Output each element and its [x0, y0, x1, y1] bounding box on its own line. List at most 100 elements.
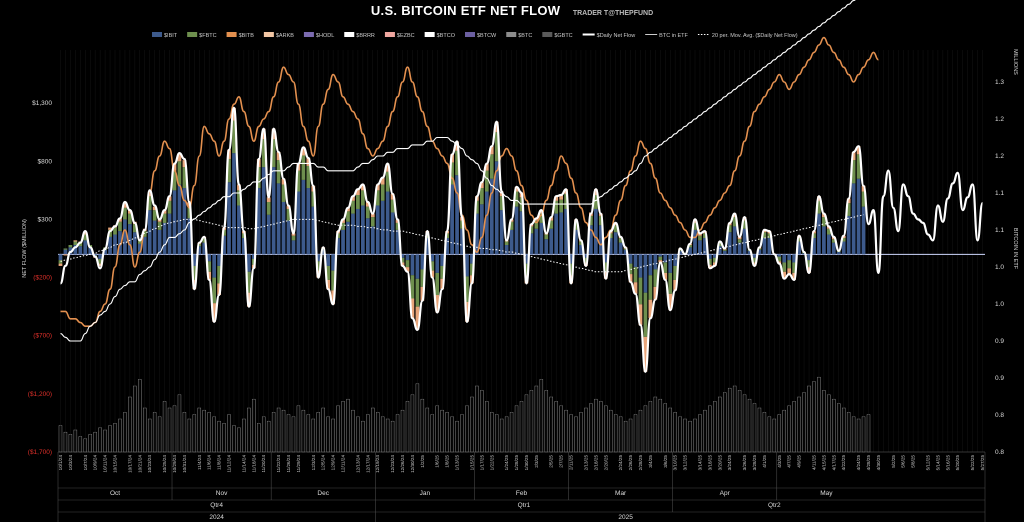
- other-etf-bar: [182, 160, 187, 168]
- other-etf-bar: [846, 198, 851, 204]
- ibit-bar: [207, 254, 212, 262]
- ibit-bar: [405, 254, 410, 261]
- x-tick-label: 12/9/24: [331, 455, 336, 471]
- ibit-bar: [514, 206, 519, 255]
- x-tick-label: 1/15/25: [469, 455, 474, 471]
- ibit-bar: [242, 238, 246, 255]
- fbtc-bar: [321, 248, 326, 250]
- ibit-bar: [851, 183, 856, 255]
- x-tick-label: 1/6/25: [435, 455, 440, 468]
- fbtc-bar: [415, 278, 420, 307]
- x-tick-label: 12/30/24: [410, 455, 415, 473]
- other-etf-bar: [663, 272, 668, 280]
- fbtc-bar: [703, 233, 707, 239]
- ibit-bar: [346, 221, 350, 255]
- fbtc-bar: [618, 238, 623, 243]
- fbtc-bar: [613, 225, 618, 233]
- legend--gbtc-swatch: [542, 32, 553, 37]
- other-etf-bar: [390, 193, 395, 200]
- legend--btc-swatch: [506, 32, 517, 37]
- ibit-bar: [703, 238, 707, 255]
- ibit-bar: [197, 246, 202, 255]
- fbtc-bar: [430, 261, 435, 271]
- other-etf-bar: [658, 260, 663, 263]
- ibit-bar: [237, 205, 241, 255]
- ibit-bar: [499, 210, 504, 255]
- x-tick-label: 3/26/25: [742, 455, 747, 471]
- fbtc-bar: [68, 245, 73, 248]
- ibit-bar: [152, 220, 157, 255]
- other-etf-bar: [494, 121, 499, 133]
- fbtc-bar: [162, 213, 167, 223]
- ibit-bar: [251, 254, 256, 259]
- x-tick-label: 10/1/24: [58, 455, 63, 471]
- ibit-bar: [812, 238, 816, 255]
- legend--btco-label: $BTCO: [437, 33, 456, 39]
- other-etf-bar: [420, 286, 425, 301]
- ibit-bar: [822, 226, 826, 255]
- ibit-bar: [162, 222, 167, 255]
- other-etf-bar: [232, 107, 236, 121]
- ibit-bar: [678, 250, 682, 255]
- other-etf-bar: [603, 271, 608, 279]
- other-etf-bar: [489, 146, 494, 155]
- fbtc-bar: [534, 220, 539, 229]
- fbtc-bar: [242, 233, 246, 239]
- legend--arkb-label: $ARKB: [276, 33, 294, 39]
- other-etf-bar: [693, 219, 697, 223]
- ibit-bar: [698, 240, 702, 255]
- x-tick-label: 5/20/25: [955, 455, 960, 471]
- fbtc-bar: [207, 261, 212, 272]
- other-etf-bar: [331, 290, 335, 305]
- ibit-bar: [351, 213, 355, 255]
- ibit-bar: [579, 245, 583, 255]
- x-tick-label: 4/24/25: [856, 455, 861, 471]
- fbtc-bar: [737, 239, 742, 243]
- fbtc-bar: [167, 200, 172, 214]
- other-etf-bar: [430, 270, 435, 278]
- fbtc-bar: [494, 132, 499, 162]
- x-tick-label: 3/14/25: [697, 455, 702, 471]
- y2-tick-label: 1.1: [995, 227, 1004, 234]
- fbtc-bar: [445, 233, 450, 239]
- ibit-bar: [132, 232, 137, 255]
- other-etf-bar: [598, 213, 603, 216]
- other-etf-bar: [509, 219, 514, 222]
- other-etf-bar: [742, 217, 747, 221]
- fbtc-bar: [83, 234, 88, 241]
- fbtc-bar: [123, 207, 127, 220]
- fbtc-bar: [727, 225, 732, 233]
- other-etf-bar: [177, 153, 182, 162]
- x-tick-label: 4/1/25: [762, 455, 767, 468]
- fbtc-bar: [831, 239, 836, 243]
- fbtc-bar: [306, 165, 311, 189]
- ibit-bar: [653, 254, 658, 270]
- ibit-bar: [767, 238, 772, 255]
- other-etf-bar: [752, 262, 757, 266]
- x-tick-label: 4/30/25: [876, 455, 881, 471]
- x-tick-label: 11/18/24: [251, 455, 256, 473]
- fbtc-bar: [281, 184, 286, 202]
- ibit-bar: [470, 254, 474, 264]
- x-tick-label: 11/29/24: [296, 455, 301, 473]
- x-tick-label: 2/5/25: [549, 455, 554, 468]
- y-tick-label: ($700): [33, 333, 52, 340]
- ibit-bar: [638, 254, 643, 278]
- ibit-bar: [603, 254, 608, 263]
- fbtc-bar: [197, 243, 202, 247]
- y-tick-label: $800: [38, 158, 53, 165]
- ibit-bar: [341, 229, 345, 255]
- x-tick-label: 3/24/25: [727, 455, 732, 471]
- x-tick-label: 2/13/25: [583, 455, 588, 471]
- ibit-bar: [192, 254, 197, 266]
- x-tick-label: 12/26/24: [400, 455, 405, 473]
- ibit-bar: [356, 208, 360, 255]
- fbtc-bar: [137, 240, 142, 244]
- fbtc-bar: [380, 184, 385, 201]
- x-tick-label: 4/7/25: [787, 455, 792, 468]
- x-tick-label: 4/3/25: [777, 455, 782, 468]
- fbtc-bar: [817, 200, 821, 214]
- other-etf-bar: [296, 163, 301, 171]
- x-tick-label: 2/24/25: [618, 455, 623, 471]
